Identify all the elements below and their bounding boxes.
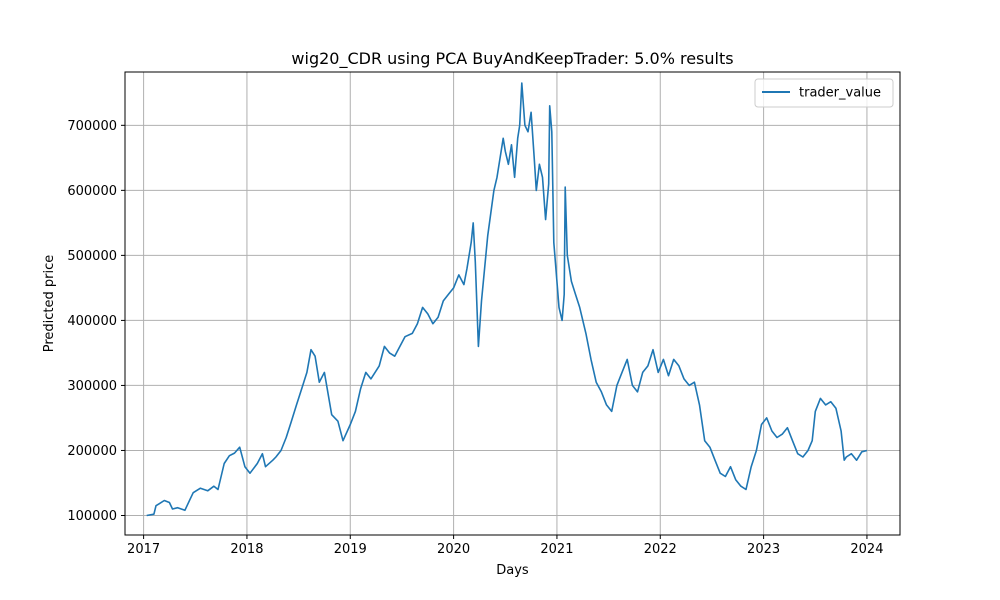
x-tick-label: 2024 xyxy=(850,542,883,557)
grid xyxy=(125,72,900,535)
x-tick-label: 2022 xyxy=(644,542,677,557)
x-tick-label: 2019 xyxy=(334,542,367,557)
y-tick-label: 600000 xyxy=(67,184,117,199)
x-tick-label: 2018 xyxy=(230,542,263,557)
series-line-trader-value xyxy=(146,82,868,517)
y-tick-label: 300000 xyxy=(67,379,117,394)
x-tick-label: 2017 xyxy=(127,542,160,557)
chart-title: wig20_CDR using PCA BuyAndKeepTrader: 5.… xyxy=(291,49,733,69)
legend-box xyxy=(754,78,894,108)
y-tick-label: 400000 xyxy=(67,314,117,329)
y-axis-label: Predicted price xyxy=(42,255,57,353)
series-group xyxy=(146,82,868,517)
y-tick-label: 500000 xyxy=(67,249,117,264)
y-tick-label: 200000 xyxy=(67,444,117,459)
y-tick-label: 100000 xyxy=(67,509,117,524)
y-tick-label: 700000 xyxy=(67,119,117,134)
x-tick-label: 2020 xyxy=(437,542,470,557)
x-axis-label: Days xyxy=(496,563,529,578)
plot-frame xyxy=(124,71,901,536)
x-tick-label: 2023 xyxy=(747,542,780,557)
x-axis-ticks: 2017 2018 2019 2020 2021 2022 2023 2024 xyxy=(127,535,883,557)
y-axis-ticks: 100000 200000 300000 400000 500000 600000 7000… xyxy=(67,119,125,524)
legend-label-trader-value: trader_value xyxy=(799,86,881,101)
legend: trader_value xyxy=(754,78,894,108)
x-tick-label: 2021 xyxy=(540,542,573,557)
